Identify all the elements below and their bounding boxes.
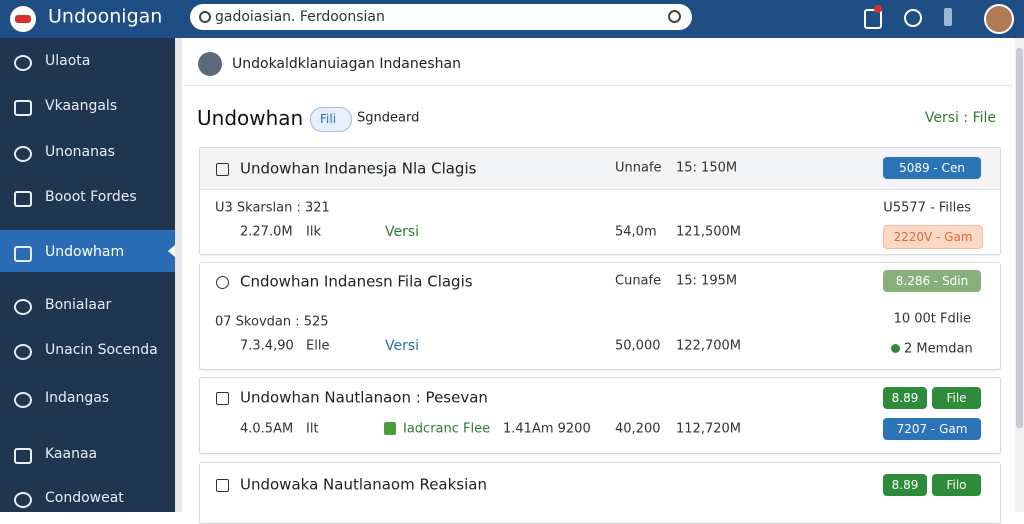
cell: 2.27.0M bbox=[240, 224, 293, 240]
badge: 5089 - Cen bbox=[883, 157, 981, 179]
cell: 122,700M bbox=[676, 338, 741, 354]
nav-icon bbox=[14, 146, 32, 162]
badge: 8.89 bbox=[883, 387, 927, 409]
nav-item[interactable]: Kaanaa bbox=[45, 446, 98, 462]
card-meta-right: 10 00t Fdlie bbox=[893, 311, 971, 327]
checkbox[interactable] bbox=[216, 276, 229, 289]
search-icon bbox=[199, 11, 211, 23]
nav-item[interactable]: Vkaangals bbox=[45, 98, 118, 114]
profile-icon[interactable] bbox=[904, 9, 922, 27]
cell: 1.41Am 9200 bbox=[503, 421, 591, 437]
card-title: Undowaka Nautlanaom Reaksian bbox=[240, 475, 487, 494]
nav-icon bbox=[14, 492, 32, 508]
search-text: gadoiasian. Ferdoonsian bbox=[215, 9, 385, 25]
nav-icon bbox=[14, 55, 32, 71]
checkbox[interactable] bbox=[216, 163, 229, 176]
card-status: Unnafe bbox=[615, 160, 662, 176]
nav-item[interactable]: Condoweat bbox=[45, 490, 124, 506]
cell: 40,200 bbox=[615, 421, 661, 437]
nav-item[interactable]: Bonialaar bbox=[45, 297, 112, 313]
app-name: Undoonigan bbox=[48, 5, 163, 28]
nav-item[interactable]: Unacin Socenda bbox=[45, 342, 158, 358]
logo-mark bbox=[15, 15, 31, 23]
nav-item[interactable]: Booot Fordes bbox=[45, 189, 137, 205]
filter-text: Fili bbox=[320, 112, 337, 126]
card-header bbox=[200, 148, 1000, 190]
cell-link[interactable]: Versi bbox=[385, 224, 420, 240]
card-title: Undowhan Indanesja Nla Clagis bbox=[240, 159, 477, 178]
divider bbox=[183, 85, 1013, 86]
nav-item[interactable]: Indangas bbox=[45, 390, 110, 406]
cell: 50,000 bbox=[615, 338, 661, 354]
nav-icon bbox=[14, 448, 32, 464]
checkbox[interactable] bbox=[216, 392, 229, 405]
badge: 8.286 - Sdin bbox=[883, 270, 981, 292]
card-title: Undowhan Nautlanaon : Pesevan bbox=[240, 388, 488, 407]
cell: Elle bbox=[306, 338, 330, 354]
notification-dot bbox=[874, 5, 882, 13]
nav-icon bbox=[14, 246, 32, 262]
nav-icon bbox=[14, 344, 32, 360]
nav-icon bbox=[14, 392, 32, 408]
sidebar-scrollbar bbox=[175, 38, 182, 512]
file-icon bbox=[384, 422, 396, 435]
cell: Ilt bbox=[306, 421, 319, 437]
main-scrollbar bbox=[1015, 38, 1024, 512]
card-status: Cunafe bbox=[615, 273, 662, 289]
card[interactable] bbox=[199, 147, 1001, 255]
cell-link[interactable]: Iadcranc Flee bbox=[403, 421, 491, 437]
cell: 4.0.5AM bbox=[240, 421, 294, 437]
nav-item[interactable]: Ulaota bbox=[45, 53, 91, 69]
cell-link[interactable]: Versi bbox=[385, 338, 420, 354]
nav-icon bbox=[14, 299, 32, 315]
sort-label[interactable]: Sgndeard bbox=[357, 110, 420, 126]
top-bar: Undoonigan gadoiasian. Ferdoonsian bbox=[0, 0, 1024, 38]
card-meta: U3 Skarslan : 321 bbox=[215, 200, 330, 216]
card[interactable] bbox=[199, 377, 1001, 454]
badge: 2220V - Gam bbox=[883, 225, 983, 249]
card-size: 15: 150M bbox=[676, 160, 738, 176]
cell: 112,720M bbox=[676, 421, 741, 437]
search-box[interactable]: gadoiasian. Ferdoonsian bbox=[190, 4, 692, 30]
sidebar: Ulaota Vkaangals Unonanas Booot Fordes U… bbox=[0, 38, 175, 512]
badge: 8.89 bbox=[883, 474, 927, 496]
avatar[interactable] bbox=[984, 4, 1014, 34]
card[interactable] bbox=[199, 262, 1001, 370]
checkbox[interactable] bbox=[216, 479, 229, 492]
badge: 7207 - Gam bbox=[883, 418, 981, 440]
badge: Filo bbox=[932, 474, 981, 496]
cell: 54,0m bbox=[615, 224, 657, 240]
member-count: 2 Memdan bbox=[904, 341, 973, 357]
filter-pill[interactable]: Fili bbox=[310, 107, 352, 132]
user-avatar bbox=[198, 52, 222, 76]
card-size: 15: 195M bbox=[676, 273, 738, 289]
user-name: Undokaldklanuiagan Indaneshan bbox=[232, 56, 461, 72]
status-dot bbox=[891, 344, 900, 353]
scroll-thumb[interactable] bbox=[1016, 48, 1023, 428]
settings-icon[interactable] bbox=[944, 8, 952, 26]
cell: 7.3.4,90 bbox=[240, 338, 294, 354]
nav-item[interactable]: Undowham bbox=[45, 244, 125, 260]
logo bbox=[10, 6, 36, 32]
card-meta: 07 Skovdan : 525 bbox=[215, 314, 329, 330]
notification-icon[interactable] bbox=[864, 5, 882, 29]
card-title: Cndowhan Indanesn Fila Clagis bbox=[240, 272, 473, 291]
version-link[interactable]: Versi : File bbox=[924, 110, 996, 126]
cell: 121,500M bbox=[676, 224, 741, 240]
card-meta-right: U5577 - Filles bbox=[883, 200, 971, 216]
nav-item[interactable]: Unonanas bbox=[45, 144, 115, 160]
badge: File bbox=[932, 387, 981, 409]
cell: Ilk bbox=[306, 224, 321, 240]
active-arrow bbox=[168, 245, 175, 257]
nav-icon bbox=[14, 100, 32, 116]
active-item-bg bbox=[0, 230, 175, 272]
nav-icon bbox=[14, 191, 32, 207]
search-button[interactable] bbox=[668, 10, 681, 23]
page-title: Undowhan bbox=[197, 106, 304, 130]
